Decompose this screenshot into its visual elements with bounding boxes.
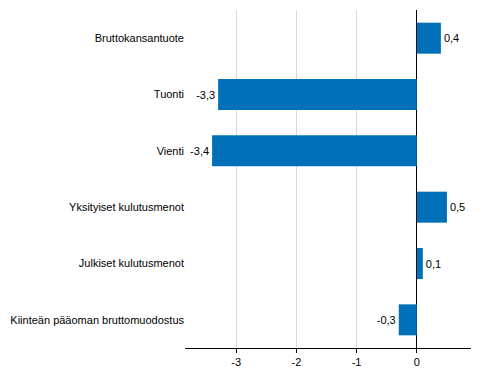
svg-text:Yksityiset kulutusmenot: Yksityiset kulutusmenot bbox=[69, 201, 184, 213]
svg-text:Kiinteän pääoman bruttomuodost: Kiinteän pääoman bruttomuodostus bbox=[10, 314, 184, 326]
svg-text:0,1: 0,1 bbox=[426, 258, 441, 270]
svg-text:0,4: 0,4 bbox=[444, 32, 459, 44]
svg-text:Bruttokansantuote: Bruttokansantuote bbox=[95, 32, 184, 44]
svg-text:-0,3: -0,3 bbox=[377, 314, 396, 326]
svg-text:0,5: 0,5 bbox=[450, 201, 465, 213]
svg-text:-2: -2 bbox=[291, 356, 301, 368]
svg-text:-3: -3 bbox=[231, 356, 241, 368]
svg-text:Julkiset kulutusmenot: Julkiset kulutusmenot bbox=[79, 257, 184, 269]
svg-text:0: 0 bbox=[414, 356, 420, 368]
svg-text:Tuonti: Tuonti bbox=[154, 88, 184, 100]
svg-text:-3,3: -3,3 bbox=[196, 89, 215, 101]
svg-text:Vienti: Vienti bbox=[157, 145, 184, 157]
svg-text:-3,4: -3,4 bbox=[190, 145, 209, 157]
svg-text:-1: -1 bbox=[352, 356, 362, 368]
